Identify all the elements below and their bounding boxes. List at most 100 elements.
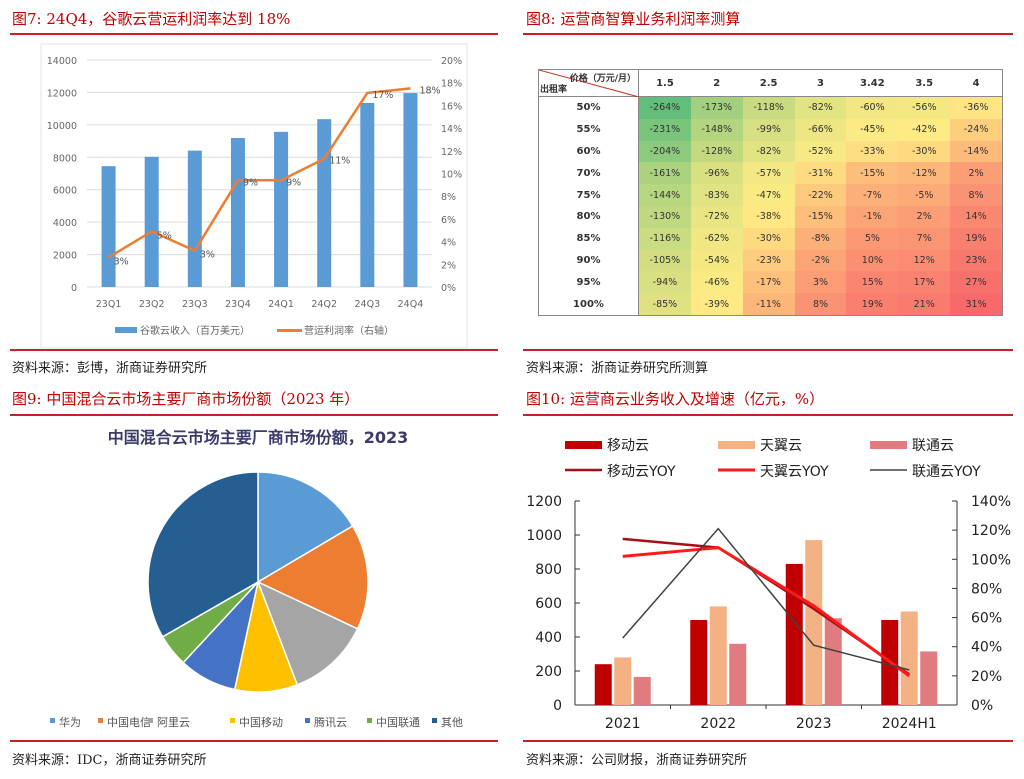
y-left-tick: 1000 — [526, 528, 562, 544]
x-tick: 23Q3 — [182, 299, 208, 310]
heatmap-cell: -57% — [742, 162, 795, 185]
pie-slice — [257, 471, 354, 584]
legend-item: 联通云YOY — [912, 464, 981, 480]
bar-revenue — [144, 156, 159, 287]
legend-swatch — [50, 718, 55, 723]
heatmap-cell: -22% — [794, 184, 847, 206]
heatmap-cell: -62% — [690, 227, 743, 250]
legend-swatch — [432, 718, 437, 723]
heatmap-cell: -31% — [794, 162, 847, 185]
y-left-tick: 800 — [535, 562, 562, 578]
heatmap-cell: -45% — [846, 118, 899, 141]
y-right-tick: 14% — [441, 124, 462, 135]
x-tick: 23Q4 — [225, 299, 251, 310]
legend-swatch-margin — [277, 329, 302, 332]
bar-1 — [900, 611, 918, 705]
heatmap-cell: -130% — [639, 205, 691, 228]
corner-diagonal — [539, 70, 639, 97]
heatmap-cell: -264% — [639, 97, 691, 119]
y-right-tick: 40% — [971, 640, 1002, 656]
legend-item: 天翼云 — [760, 438, 802, 454]
row-header: 75% — [539, 184, 639, 206]
y-left-tick: 8000 — [53, 153, 77, 164]
heatmap-cell: -144% — [639, 184, 691, 206]
divider — [523, 740, 1013, 742]
legend-item: 中国移动 — [239, 716, 283, 729]
y-left-tick: 4000 — [53, 218, 77, 229]
y-right-tick: 16% — [441, 101, 462, 112]
heatmap-cell: -116% — [639, 227, 691, 250]
column-header: 1.5 — [639, 70, 691, 97]
heatmap-cell: -36% — [950, 97, 1002, 119]
heatmap-cell: -173% — [690, 97, 743, 119]
bar-0 — [785, 563, 803, 705]
heatmap-cell: -1% — [846, 205, 899, 228]
legend-swatch — [565, 441, 602, 449]
heatmap-cell: -82% — [742, 140, 795, 163]
pie-slice — [256, 524, 369, 630]
data-label: 3% — [200, 250, 215, 261]
y-right-tick: 120% — [971, 523, 1011, 539]
data-label: 11% — [329, 156, 350, 167]
heatmap-cell: -54% — [690, 249, 743, 272]
divider — [10, 349, 498, 351]
y-right-tick: 4% — [441, 238, 456, 249]
heatmap-cell: -38% — [742, 205, 795, 228]
heatmap-cell: -128% — [690, 140, 743, 163]
y-right-tick: 60% — [971, 611, 1002, 627]
x-tick: 23Q2 — [139, 299, 165, 310]
y-right-tick: 0% — [971, 698, 993, 714]
heatmap-cell: -8% — [794, 227, 847, 250]
heatmap-cell: -15% — [794, 205, 847, 228]
heatmap-cell: -11% — [742, 293, 795, 315]
heatmap-cell: -148% — [690, 118, 743, 141]
corner-top-label: 价格（万元/月） — [569, 74, 636, 84]
x-tick: 23Q1 — [96, 299, 122, 310]
heatmap-cell: -82% — [794, 97, 847, 119]
heatmap-cell: -12% — [898, 162, 951, 185]
heatmap-cell: -99% — [742, 118, 795, 141]
fig8-title: 图8: 运营商智算业务利润率测算 — [526, 10, 741, 28]
heatmap-cell: 3% — [794, 271, 847, 294]
heatmap-cell: 7% — [898, 227, 951, 250]
heatmap-cell: -204% — [639, 140, 691, 163]
heatmap-cell: 12% — [898, 249, 951, 272]
heatmap-cell: -23% — [742, 249, 795, 272]
y-right-tick: 80% — [971, 581, 1002, 597]
divider — [523, 349, 1013, 351]
fig8-heatmap: 价格（万元/月） 出租率 1.5 2 2.5 3 3.42 3.5 4 50% -264% -17… — [538, 69, 1003, 316]
x-tick: 2023 — [796, 716, 832, 732]
row-header: 80% — [539, 205, 639, 228]
bar-revenue — [274, 131, 289, 287]
bar-revenue — [101, 166, 116, 287]
data-label: 3% — [114, 256, 129, 267]
fig7-source: 资料来源：彭博，浙商证券研究所 — [12, 361, 208, 376]
bar-2 — [824, 618, 842, 705]
row-header: 95% — [539, 271, 639, 294]
legend-swatch — [230, 718, 235, 723]
y-right-tick: 140% — [971, 494, 1011, 510]
heatmap-cell: 15% — [846, 271, 899, 294]
bar-1 — [614, 657, 632, 705]
fig9-title: 图9: 中国混合云市场主要厂商市场份额（2023 年） — [12, 390, 360, 408]
legend-item: 阿里云 — [157, 716, 190, 729]
heatmap-cell: 23% — [950, 249, 1002, 272]
heatmap-cell: -52% — [794, 140, 847, 163]
heatmap-cell: -2% — [794, 249, 847, 272]
heatmap-cell: 10% — [846, 249, 899, 272]
heatmap-cell: 17% — [898, 271, 951, 294]
x-tick: 2024H1 — [882, 716, 937, 732]
column-header: 3.42 — [846, 70, 899, 97]
bar-0 — [594, 664, 612, 705]
heatmap-cell: -60% — [846, 97, 899, 119]
heatmap-cell: -56% — [898, 97, 951, 119]
data-label: 18% — [419, 85, 440, 96]
fig7-title: 图7: 24Q4，谷歌云营运利润率达到 18% — [12, 10, 291, 28]
line-yoy-2 — [622, 527, 910, 671]
heatmap-cell: -24% — [950, 118, 1002, 141]
fig9-source: 资料来源：IDC，浙商证券研究所 — [12, 753, 207, 768]
heatmap-cell: -83% — [690, 184, 743, 206]
line-yoy-1 — [622, 546, 911, 678]
heatmap-corner: 价格（万元/月） 出租率 — [539, 70, 639, 97]
